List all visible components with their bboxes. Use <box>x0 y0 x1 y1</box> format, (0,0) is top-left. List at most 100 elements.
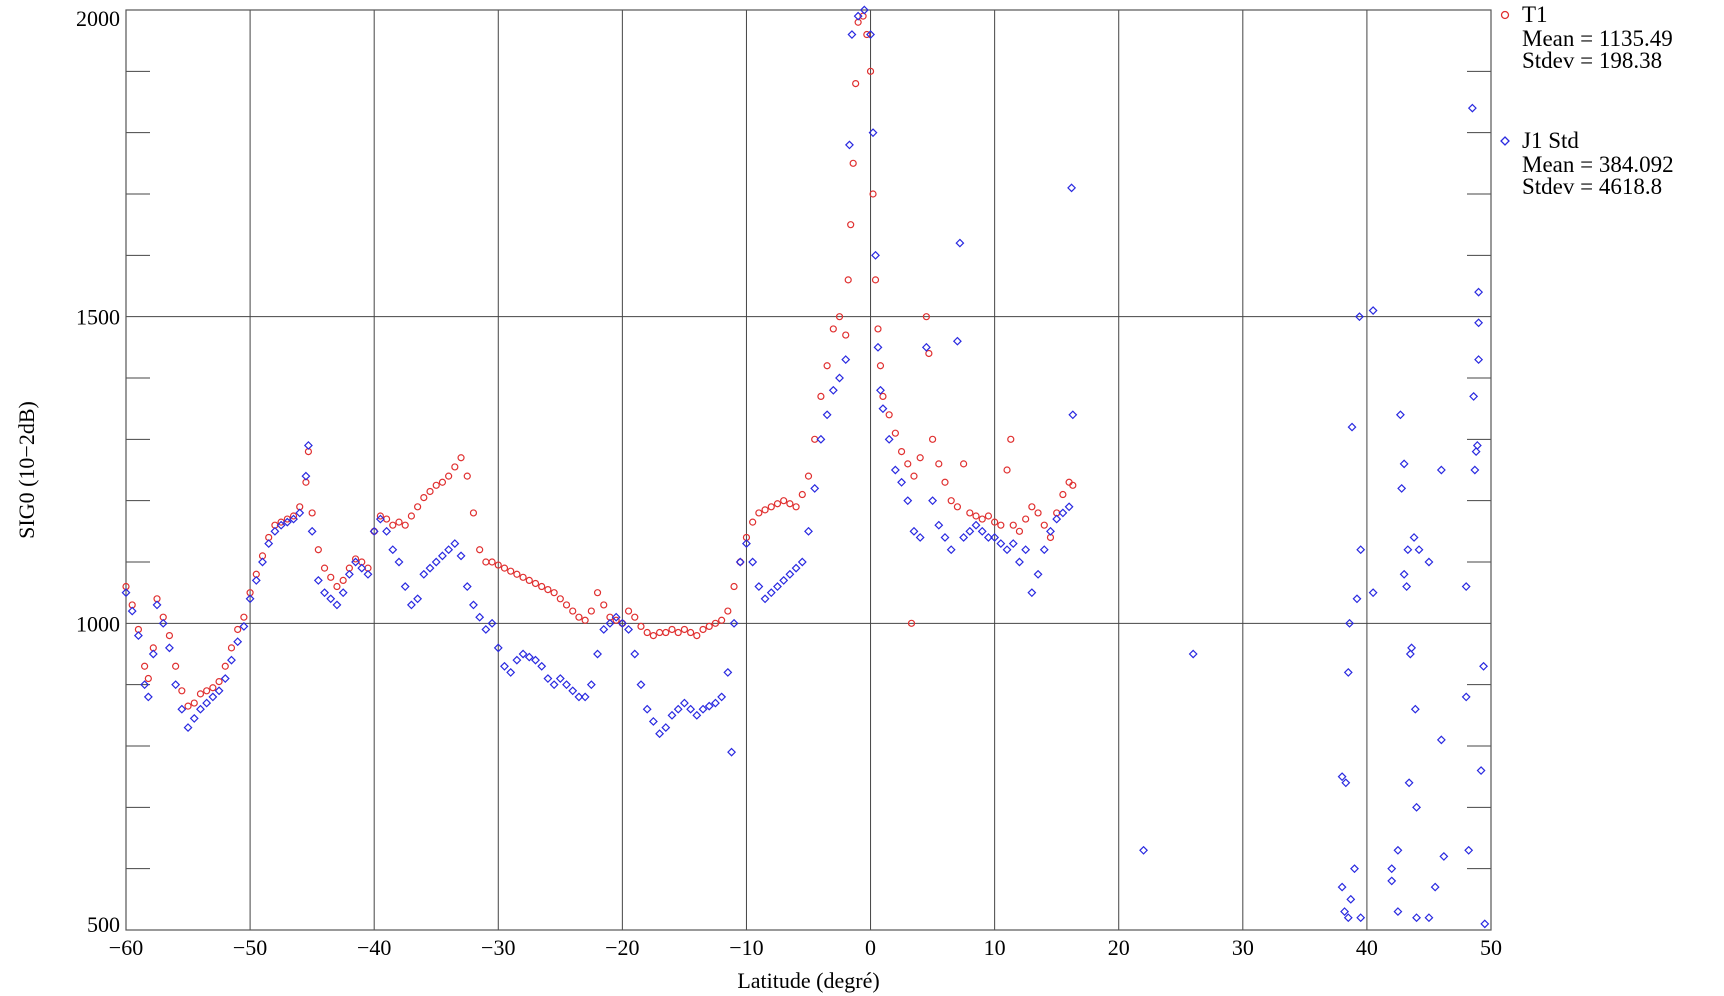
point-t1 <box>904 460 912 468</box>
point-j1-std <box>512 655 522 665</box>
point-j1-std <box>946 545 956 555</box>
point-t1 <box>1007 435 1015 443</box>
point-j1-std <box>636 680 646 690</box>
point-j1-std <box>1352 594 1362 604</box>
point-j1-std <box>686 704 696 714</box>
point-t1 <box>562 601 571 609</box>
point-t1 <box>767 503 775 511</box>
point-t1 <box>885 411 893 419</box>
point-j1-std <box>227 655 236 665</box>
point-t1 <box>525 576 533 585</box>
point-t1 <box>513 570 521 578</box>
point-t1 <box>680 625 689 634</box>
point-j1-std <box>1393 845 1403 855</box>
point-j1-std <box>727 747 737 757</box>
point-t1 <box>500 564 509 572</box>
point-j1-std <box>543 674 553 683</box>
point-j1-std <box>375 514 385 524</box>
point-t1 <box>835 313 844 321</box>
point-j1-std <box>835 373 844 383</box>
point-t1 <box>165 631 174 640</box>
point-j1-std <box>1470 465 1480 475</box>
point-j1-std <box>1027 588 1037 598</box>
point-t1 <box>922 313 930 321</box>
point-t1 <box>395 518 403 526</box>
point-j1-std <box>208 692 218 702</box>
x-tick-label: −20 <box>605 935 639 960</box>
point-j1-std <box>1414 545 1424 555</box>
point-t1 <box>234 625 242 634</box>
point-j1-std <box>264 539 274 549</box>
point-j1-std <box>1467 103 1477 113</box>
point-j1-std <box>1474 355 1484 365</box>
y-tick-label: 2000 <box>76 6 120 31</box>
point-j1-std <box>766 588 776 598</box>
point-t1 <box>587 607 595 615</box>
point-j1-std <box>214 686 224 696</box>
point-j1-std <box>493 643 503 653</box>
point-t1 <box>227 644 236 652</box>
point-j1-std <box>1345 618 1354 628</box>
point-j1-std <box>996 539 1006 549</box>
point-j1-std <box>1046 526 1055 536</box>
point-t1 <box>451 463 459 471</box>
point-j1-std <box>233 637 243 647</box>
point-t1 <box>910 472 918 480</box>
point-t1 <box>649 631 657 640</box>
point-j1-std <box>301 471 311 481</box>
point-j1-std <box>655 729 665 739</box>
point-j1-std <box>1403 545 1413 555</box>
point-j1-std <box>959 533 969 542</box>
point-t1 <box>925 349 933 358</box>
point-j1-std <box>661 723 671 733</box>
point-j1-std <box>1368 306 1378 315</box>
point-t1 <box>991 518 999 526</box>
point-t1 <box>351 555 360 563</box>
point-t1 <box>538 582 546 591</box>
point-t1 <box>866 67 875 75</box>
point-t1 <box>414 503 422 511</box>
point-j1-std <box>196 704 205 714</box>
point-j1-std <box>183 723 193 733</box>
point-j1-std <box>735 557 745 567</box>
point-j1-std <box>338 588 348 598</box>
point-j1-std <box>251 575 261 585</box>
point-j1-std <box>983 533 993 542</box>
x-tick-label: 50 <box>1480 935 1502 960</box>
point-t1 <box>798 490 806 499</box>
point-j1-std <box>816 434 826 444</box>
legend-mean-j1-std: Mean = 384.092 <box>1522 152 1674 177</box>
point-t1 <box>730 582 738 591</box>
point-j1-std <box>1461 582 1471 591</box>
point-j1-std <box>1355 312 1364 322</box>
point-t1 <box>482 558 490 566</box>
x-tick-label: −30 <box>481 935 515 960</box>
point-j1-std <box>133 631 143 641</box>
point-t1 <box>1034 509 1042 517</box>
point-j1-std <box>748 557 758 567</box>
point-t1 <box>849 159 857 167</box>
point-j1-std <box>413 594 423 604</box>
point-t1 <box>829 325 837 333</box>
point-t1 <box>1022 515 1030 523</box>
point-j1-std <box>1464 845 1474 855</box>
point-j1-std <box>1410 704 1420 714</box>
point-j1-std <box>1461 692 1471 702</box>
point-j1-std <box>890 465 900 475</box>
point-j1-std <box>952 336 962 346</box>
point-j1-std <box>955 238 965 248</box>
point-j1-std <box>1412 913 1421 923</box>
point-t1 <box>550 589 558 597</box>
point-t1 <box>1028 503 1036 511</box>
point-j1-std <box>127 606 137 616</box>
point-t1 <box>389 521 397 529</box>
point-j1-std <box>965 526 975 536</box>
x-tick-label: 40 <box>1356 935 1378 960</box>
point-j1-std <box>845 140 854 150</box>
point-j1-std <box>344 569 354 579</box>
point-t1 <box>705 622 713 631</box>
point-j1-std <box>868 128 878 138</box>
point-j1-std <box>679 698 689 708</box>
point-t1 <box>209 684 217 692</box>
point-j1-std <box>220 674 230 683</box>
